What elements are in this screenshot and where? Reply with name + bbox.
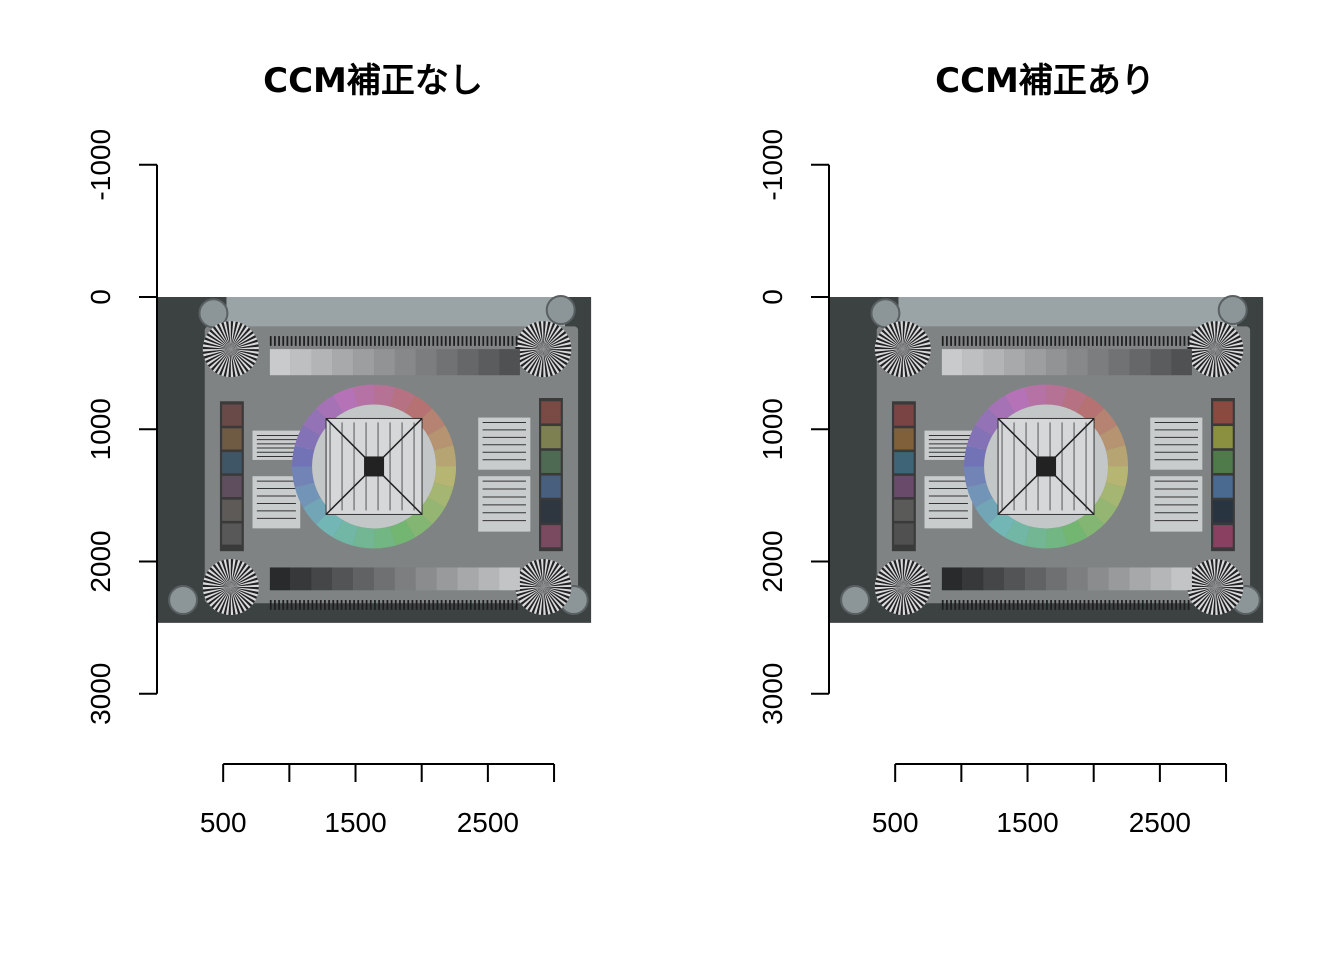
x-tick-label: 1500 (324, 807, 386, 838)
gray-ramp-bottom (269, 567, 520, 591)
color-patch (1213, 500, 1233, 523)
panel-ccm-on: CCM補正あり -1000 0 1000 2000 3000 500 1500 2500 (757, 61, 1264, 838)
siemens-star (202, 559, 259, 616)
resolution-target (478, 417, 531, 470)
color-patch (894, 404, 914, 426)
x-tick-label: 500 (200, 807, 247, 838)
panel-ccm-off: CCM補正なし -1000 0 1000 2000 3000 500 1500 2500 (85, 61, 592, 838)
color-patch (1213, 450, 1233, 473)
resolution-target (252, 476, 301, 529)
color-patches-left (219, 401, 244, 552)
resolution-target (1150, 417, 1203, 470)
color-patches-right (539, 398, 563, 552)
y-tick-label: -1000 (757, 129, 788, 201)
bar-pattern (269, 336, 518, 346)
color-patch (1213, 426, 1233, 449)
siemens-star (515, 559, 572, 616)
gray-ramp-top (269, 349, 520, 376)
x-tick-label: 2500 (1129, 807, 1191, 838)
color-patches-left (891, 401, 916, 552)
x-tick-label: 1500 (996, 807, 1058, 838)
center-resolution-pattern (325, 417, 423, 515)
color-patch (541, 475, 561, 498)
gray-ramp-bottom (941, 567, 1192, 591)
chart-title: CCM補正なし (263, 61, 483, 101)
color-patch (1213, 401, 1233, 424)
y-tick-label: 0 (85, 289, 116, 305)
clip-icon (168, 585, 199, 616)
y-axis: -1000 0 1000 2000 3000 (85, 129, 158, 725)
resolution-target (478, 476, 531, 532)
color-patch (541, 426, 561, 449)
y-tick-label: 1000 (757, 398, 788, 460)
siemens-star (874, 559, 931, 616)
siemens-star (1187, 559, 1244, 616)
color-patch (541, 500, 561, 523)
siemens-star (202, 321, 259, 378)
color-patch (894, 475, 914, 498)
color-patches-right (1211, 398, 1235, 552)
color-patch (894, 428, 914, 450)
test-chart-image (829, 295, 1264, 623)
x-axis: 500 1500 2500 (872, 763, 1228, 838)
y-tick-label: 2000 (85, 530, 116, 592)
resolution-target (924, 476, 973, 529)
test-chart-image (157, 295, 592, 623)
chart-title: CCM補正あり (935, 61, 1155, 101)
color-patch (222, 428, 242, 450)
bar-pattern (941, 336, 1190, 346)
clip-icon (1217, 295, 1248, 326)
x-tick-label: 500 (872, 807, 919, 838)
siemens-star (1187, 321, 1244, 378)
bar-pattern (269, 600, 518, 610)
color-patch (222, 475, 242, 498)
x-axis: 500 1500 2500 (200, 763, 556, 838)
y-tick-label: 3000 (757, 663, 788, 725)
y-tick-label: 2000 (757, 530, 788, 592)
y-tick-label: 0 (757, 289, 788, 305)
gray-ramp-top (941, 349, 1192, 376)
color-patch (541, 525, 561, 548)
resolution-target (1150, 476, 1203, 532)
color-patch (541, 401, 561, 424)
color-patch (541, 450, 561, 473)
siemens-star (874, 321, 931, 378)
bar-pattern (941, 600, 1190, 610)
y-tick-label: 3000 (85, 663, 116, 725)
color-patch (894, 452, 914, 474)
color-patch (894, 523, 914, 545)
siemens-star (515, 321, 572, 378)
color-patch (222, 452, 242, 474)
y-tick-label: 1000 (85, 398, 116, 460)
x-tick-label: 2500 (457, 807, 519, 838)
color-patch (222, 499, 242, 521)
clip-icon (840, 585, 871, 616)
clip-icon (545, 295, 576, 326)
color-patch (1213, 525, 1233, 548)
color-patch (894, 499, 914, 521)
color-patch (222, 404, 242, 426)
color-patch (222, 523, 242, 545)
y-axis: -1000 0 1000 2000 3000 (757, 129, 830, 725)
color-patch (1213, 475, 1233, 498)
center-resolution-pattern (997, 417, 1095, 515)
y-tick-label: -1000 (85, 129, 116, 201)
